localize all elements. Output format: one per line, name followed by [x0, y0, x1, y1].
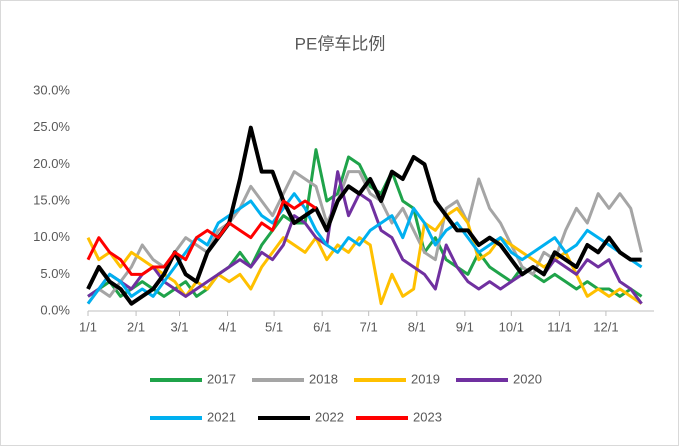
legend-label: 2018 — [309, 371, 338, 386]
legend-label: 2022 — [315, 409, 344, 424]
x-tick-label: 7/1 — [360, 319, 378, 334]
x-tick-label: 11/1 — [547, 319, 571, 334]
x-tick-label: 2/1 — [127, 319, 145, 334]
series-line — [86, 125, 642, 306]
series-line — [86, 170, 644, 305]
x-tick-label: 10/1 — [499, 319, 524, 334]
x-tick-label: 9/1 — [456, 319, 474, 334]
y-tick-label: 25.0% — [33, 119, 70, 134]
y-tick-label: 5.0% — [40, 266, 70, 281]
legend-label: 2019 — [411, 371, 440, 386]
legend-label: 2023 — [413, 409, 442, 424]
x-tick-label: 12/1 — [593, 319, 618, 334]
series-line — [87, 148, 643, 298]
x-tick-label: 1/1 — [79, 319, 97, 334]
x-tick-label: 6/1 — [313, 319, 331, 334]
y-tick-label: 20.0% — [33, 156, 70, 171]
chart-title: PE停车比例 — [295, 34, 386, 53]
x-tick-label: 8/1 — [408, 319, 426, 334]
legend-label: 2017 — [207, 371, 236, 386]
y-tick-label: 0.0% — [40, 302, 70, 317]
x-tick-label: 4/1 — [219, 319, 237, 334]
y-tick-label: 15.0% — [33, 192, 70, 207]
y-tick-label: 30.0% — [33, 82, 70, 97]
series-line — [86, 199, 317, 276]
legend-label: 2020 — [513, 371, 542, 386]
y-tick-label: 10.0% — [33, 229, 70, 244]
x-tick-label: 3/1 — [170, 319, 188, 334]
legend-label: 2021 — [207, 409, 236, 424]
x-tick-label: 5/1 — [265, 319, 283, 334]
